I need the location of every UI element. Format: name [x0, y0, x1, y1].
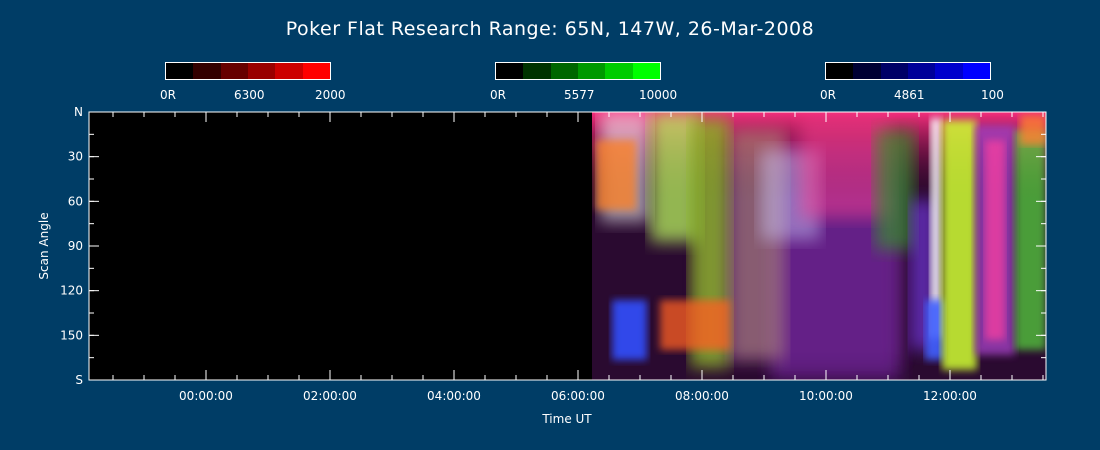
- colorbar-6300-name: 6300: [234, 88, 265, 102]
- x-axis: 00:00:00 02:00:00 04:00:00 06:00:00 08:00:00…: [179, 112, 977, 403]
- colorbar-step: [605, 63, 633, 79]
- aurora-emission-region: [592, 112, 1046, 380]
- colorbar-4861-name: 4861: [894, 88, 925, 102]
- y-tick-label: N: [74, 105, 83, 119]
- colorbar-step: [166, 63, 194, 79]
- chart-title: Poker Flat Research Range: 65N, 147W, 26…: [285, 18, 815, 40]
- colorbar-step: [523, 63, 551, 79]
- x-tick-label: 12:00:00: [923, 389, 977, 403]
- colorbar-5577-min: 0R: [490, 88, 506, 102]
- y-axis: N 30 60 90 120 150 S: [60, 105, 1046, 387]
- colorbar-5577-scale: [495, 62, 661, 80]
- colorbar-step: [496, 63, 524, 79]
- x-tick-label: 06:00:00: [551, 389, 605, 403]
- colorbar-6300-scale: [165, 62, 331, 80]
- x-tick-label: 00:00:00: [179, 389, 233, 403]
- x-tick-label: 10:00:00: [799, 389, 853, 403]
- colorbar-6300-max: 2000: [315, 88, 346, 102]
- x-axis-title: Time UT: [541, 412, 592, 426]
- x-tick-label: 02:00:00: [303, 389, 357, 403]
- colorbar-step: [826, 63, 854, 79]
- colorbar-step: [193, 63, 221, 79]
- y-tick-label: 120: [60, 284, 83, 298]
- colorbar-5577: 0R 5577 10000: [490, 62, 677, 102]
- colorbar-step: [853, 63, 881, 79]
- y-tick-label: S: [75, 373, 83, 387]
- colorbar-5577-name: 5577: [564, 88, 595, 102]
- colorbar-step: [935, 63, 963, 79]
- y-axis-title: Scan Angle: [37, 212, 51, 279]
- colorbar-4861-max: 100: [981, 88, 1004, 102]
- y-tick-label: 30: [68, 150, 83, 164]
- colorbar-4861: 0R 4861 100: [820, 62, 1004, 102]
- colorbar-step: [962, 63, 990, 79]
- colorbar-6300-min: 0R: [160, 88, 176, 102]
- y-tick-label: 60: [68, 194, 83, 208]
- colorbar-step: [302, 63, 330, 79]
- colorbar-step: [550, 63, 578, 79]
- colorbar-6300: 0R 6300 2000: [160, 62, 346, 102]
- colorbar-step: [220, 63, 248, 79]
- y-tick-label: 90: [68, 239, 83, 253]
- colorbar-step: [577, 63, 606, 79]
- colorbar-5577-max: 10000: [639, 88, 678, 102]
- x-tick-label: 08:00:00: [675, 389, 729, 403]
- y-tick-label: 150: [60, 328, 83, 342]
- colorbar-step: [275, 63, 303, 79]
- colorbar-step: [247, 63, 276, 79]
- x-tick-label: 04:00:00: [427, 389, 481, 403]
- colorbar-step: [632, 63, 660, 79]
- colorbar-step: [880, 63, 908, 79]
- colorbar-4861-scale: [825, 62, 991, 80]
- colorbar-step: [907, 63, 936, 79]
- colorbar-4861-min: 0R: [820, 88, 836, 102]
